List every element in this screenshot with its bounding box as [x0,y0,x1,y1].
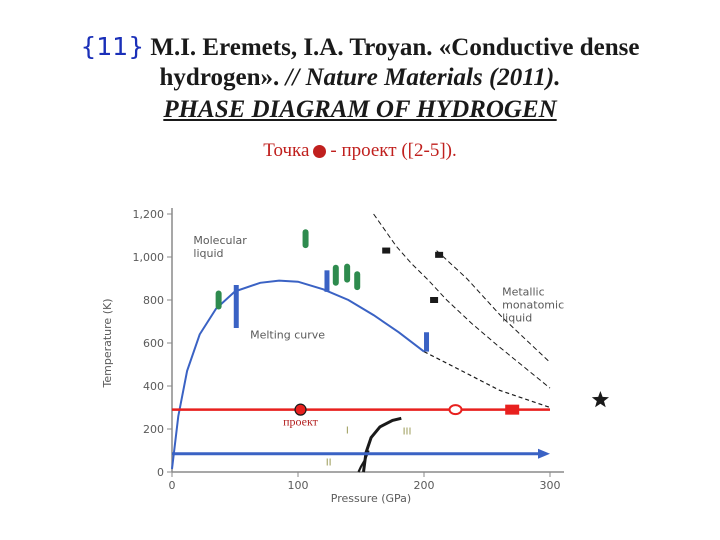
black-square-marker [435,251,444,258]
journal: // Nature Materials (2011). [285,64,561,91]
label-melting-curve: Melting curve [250,329,325,342]
label-phase-I: I [346,425,349,436]
arrow-head-icon [538,448,550,459]
melting-curve [171,279,425,470]
x-tick-label: 200 [414,479,435,492]
authors: M.I. Eremets, I.A. Troyan. [150,34,433,61]
label-liquid: liquid [193,247,223,260]
black-square-marker [382,247,391,254]
label-molecular: Molecular [193,234,247,247]
red-open-circle-marker [448,404,463,416]
label-metallic-liquid: liquid [502,312,532,325]
phase-boundary-I-III [362,416,402,473]
label-phase-II: II [326,458,332,469]
melting-curve-extension [423,351,551,409]
x-tick-label: 0 [169,479,176,492]
black-square-marker [430,297,439,303]
y-tick-label: 200 [143,423,164,436]
paper-title-part-2: hydrogen». [159,64,280,91]
note-before: Точка [263,140,310,161]
paper-title-part-1: «Conductive dense [438,34,640,61]
reference-number: {11} [80,32,145,61]
title-line-1: {11} M.I. Eremets, I.A. Troyan. «Conduct… [0,32,720,62]
note-after: - проект ([2-5]). [330,140,457,161]
metallization-line-1 [373,213,551,389]
label-metallic: Metallic [502,286,545,299]
y-tick-label: 1,000 [133,251,165,264]
label-monatomic: monatomic [502,299,564,312]
red-square-marker [505,404,520,415]
star-icon [591,391,609,408]
phase-boundary-I-II [357,450,370,473]
label-phase-III: III [403,426,412,437]
project-point-label: проект [283,415,319,429]
y-tick-label: 600 [143,337,164,350]
red-dot-icon [313,145,327,159]
y-tick-label: 400 [143,380,164,393]
x-tick-label: 300 [540,479,561,492]
y-tick-label: 1,200 [133,208,165,221]
y-tick-label: 0 [157,466,164,479]
y-axis-label: Temperature (K) [101,299,114,389]
project-note: Точка - проект ([2-5]). [0,140,720,162]
x-tick-label: 100 [288,479,309,492]
chart-subtitle: PHASE DIAGRAM OF HYDROGEN [163,96,557,123]
y-tick-label: 800 [143,294,164,307]
project-point-marker [294,403,307,416]
metallization-line-2 [436,250,551,363]
x-axis-label: Pressure (GPa) [331,492,411,505]
title-line-2: hydrogen». // Nature Materials (2011). [0,64,720,92]
